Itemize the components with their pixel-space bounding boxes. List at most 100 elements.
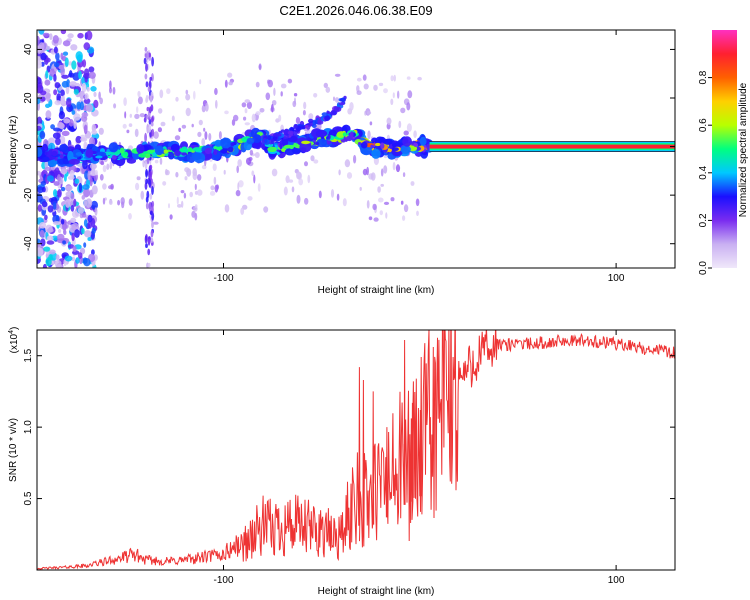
noise-blob bbox=[53, 46, 58, 54]
ridge-blob bbox=[42, 156, 50, 162]
faint-speck bbox=[137, 96, 143, 105]
faint-speck bbox=[330, 189, 335, 198]
noise-blob bbox=[83, 258, 91, 267]
faint-speck bbox=[94, 169, 98, 176]
faint-speck bbox=[257, 183, 261, 192]
faint-speck bbox=[291, 186, 295, 193]
noise-blob bbox=[65, 185, 73, 192]
faint-speck bbox=[104, 197, 107, 201]
ridge-blob bbox=[402, 136, 412, 147]
faint-speck bbox=[166, 88, 171, 95]
faint-speck bbox=[204, 102, 209, 112]
faint-speck bbox=[378, 82, 384, 87]
stripe-blob bbox=[146, 190, 150, 199]
colorbar-tick-label: 0.6 bbox=[698, 118, 709, 132]
noise-blob bbox=[53, 89, 58, 96]
noise-blob bbox=[46, 240, 55, 245]
faint-speck bbox=[271, 168, 278, 177]
faint-speck bbox=[380, 183, 385, 187]
noise-blob bbox=[44, 214, 48, 220]
noise-blob bbox=[62, 40, 71, 47]
faint-speck bbox=[366, 200, 370, 209]
branch-blob bbox=[338, 102, 345, 106]
ridge-blob bbox=[154, 145, 164, 156]
noise-blob bbox=[91, 130, 98, 135]
faint-speck bbox=[109, 87, 112, 94]
stripe-blob bbox=[151, 128, 155, 137]
faint-speck bbox=[403, 204, 409, 213]
faint-speck bbox=[416, 210, 419, 216]
noise-blob bbox=[81, 227, 85, 235]
faint-speck bbox=[353, 154, 357, 164]
steady-band-core bbox=[429, 144, 675, 149]
noise-blob bbox=[71, 60, 77, 70]
faint-speck bbox=[176, 196, 179, 205]
noise-blob bbox=[87, 221, 93, 229]
faint-speck bbox=[417, 76, 422, 81]
faint-speck bbox=[333, 96, 335, 102]
noise-blob bbox=[47, 205, 54, 213]
faint-speck bbox=[171, 115, 175, 122]
stripe-blob bbox=[145, 243, 148, 248]
ridge-blob bbox=[51, 150, 58, 157]
ridge-blob bbox=[167, 151, 175, 160]
faint-speck bbox=[338, 169, 341, 176]
stripe-blob bbox=[149, 76, 153, 81]
faint-speck bbox=[237, 159, 242, 167]
faint-speck bbox=[342, 198, 347, 207]
noise-blob bbox=[62, 95, 65, 105]
noise-blob bbox=[67, 33, 74, 39]
noise-blob bbox=[40, 238, 46, 247]
faint-speck bbox=[304, 197, 309, 205]
noise-blob bbox=[78, 182, 83, 193]
faint-speck bbox=[393, 74, 397, 82]
noise-blob bbox=[69, 169, 75, 179]
faint-speck bbox=[390, 98, 394, 106]
faint-speck bbox=[241, 102, 247, 108]
faint-speck bbox=[379, 210, 383, 216]
noise-blob bbox=[45, 93, 51, 102]
faint-speck bbox=[271, 103, 274, 113]
faint-speck bbox=[407, 90, 413, 99]
noise-blob bbox=[62, 240, 66, 245]
ridge-blob bbox=[126, 157, 137, 164]
noise-blob bbox=[52, 132, 61, 139]
branch-blob bbox=[301, 125, 306, 130]
faint-speck bbox=[192, 171, 198, 181]
faint-speck bbox=[293, 93, 298, 97]
noise-blob bbox=[83, 42, 91, 51]
ridge-blob bbox=[95, 155, 103, 159]
snr-series-line bbox=[37, 330, 675, 570]
faint-speck bbox=[212, 163, 217, 171]
faint-speck bbox=[244, 122, 250, 126]
noise-blob bbox=[82, 184, 90, 190]
faint-speck bbox=[99, 174, 104, 181]
stripe-blob bbox=[147, 86, 151, 92]
stripe-blob bbox=[145, 168, 148, 178]
noise-blob bbox=[81, 82, 87, 93]
faint-speck bbox=[175, 96, 179, 102]
noise-blob bbox=[37, 238, 41, 244]
noise-blob bbox=[82, 159, 88, 170]
noise-blob bbox=[44, 166, 52, 172]
stripe-blob bbox=[151, 186, 154, 195]
faint-speck bbox=[304, 161, 308, 167]
faint-speck bbox=[406, 123, 412, 132]
faint-speck bbox=[390, 197, 395, 202]
faint-speck bbox=[346, 172, 353, 179]
faint-speck bbox=[243, 116, 247, 121]
noise-blob bbox=[78, 70, 82, 80]
faint-speck bbox=[247, 196, 253, 201]
stripe-blob bbox=[145, 97, 149, 103]
ridge-blob bbox=[267, 146, 277, 152]
faint-speck bbox=[134, 113, 140, 120]
ridge-blob bbox=[284, 148, 295, 156]
ridge-blob bbox=[227, 146, 234, 153]
branch-blob bbox=[280, 129, 285, 133]
ridge-blob bbox=[59, 144, 69, 152]
faint-speck bbox=[109, 80, 112, 89]
faint-speck bbox=[263, 206, 269, 213]
ridge-blob bbox=[374, 142, 381, 147]
noise-blob bbox=[64, 57, 69, 67]
noise-blob bbox=[37, 204, 42, 212]
